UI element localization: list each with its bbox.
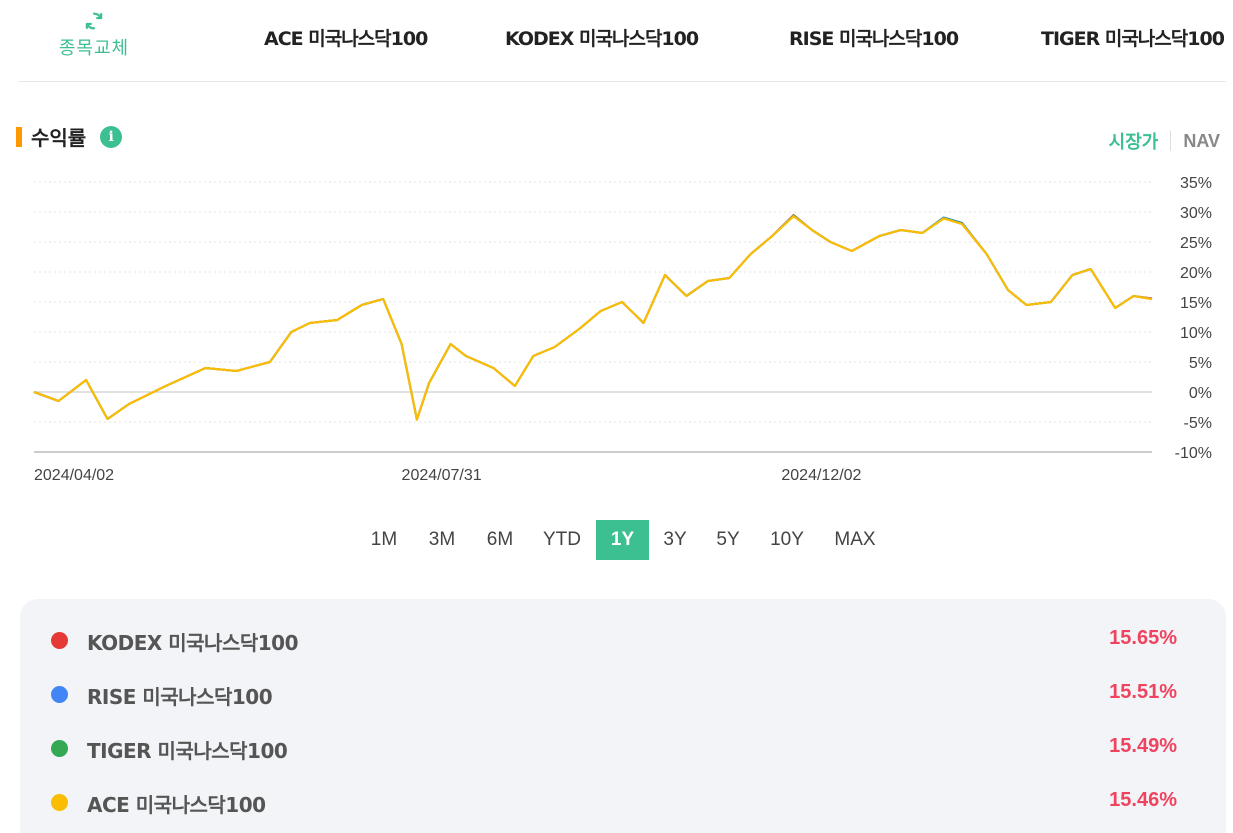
legend-return-value: 15.65% xyxy=(1109,627,1177,649)
swap-funds-label: 종목교체 xyxy=(58,38,130,59)
legend-item: ACE 미국나스닥100 15.46% xyxy=(20,787,1226,817)
series-line-4 xyxy=(33,215,1153,421)
period-ytd[interactable]: YTD xyxy=(543,529,581,550)
y-tick-label: 35% xyxy=(1180,175,1212,192)
y-tick-label: 0% xyxy=(1189,385,1212,402)
period-3m[interactable]: 3M xyxy=(428,529,456,550)
period-5y[interactable]: 5Y xyxy=(716,529,740,550)
fund-tab-rise[interactable]: RISE 미국나스닥100 xyxy=(789,28,959,50)
y-axis-ticks: 35% 30% 25% 20% 15% 10% 5% 0% -5% -10% xyxy=(1175,175,1212,462)
legend-return-value: 15.51% xyxy=(1109,681,1177,703)
legend-fund-name: RISE 미국나스닥100 xyxy=(87,685,273,709)
period-6m[interactable]: 6M xyxy=(486,529,514,550)
refresh-icon xyxy=(85,12,103,30)
legend-fund-name: KODEX 미국나스닥100 xyxy=(87,631,299,655)
fund-selector-bar: 종목교체 ACE 미국나스닥100 KODEX 미국나스닥100 RISE 미국… xyxy=(18,0,1226,82)
swap-funds-button[interactable]: 종목교체 xyxy=(54,10,134,60)
period-1y[interactable]: 1Y xyxy=(596,520,649,560)
period-1m[interactable]: 1M xyxy=(370,529,398,550)
y-tick-label: 15% xyxy=(1180,295,1212,312)
period-max[interactable]: MAX xyxy=(834,529,876,550)
section-accent-bar xyxy=(16,126,22,147)
fund-tab-ace[interactable]: ACE 미국나스닥100 xyxy=(264,28,428,50)
period-10y[interactable]: 10Y xyxy=(770,529,804,550)
y-tick-label: 20% xyxy=(1180,265,1212,282)
x-axis-ticks: 2024/04/02 2024/07/31 2024/12/02 xyxy=(34,467,862,484)
fund-tab-kodex[interactable]: KODEX 미국나스닥100 xyxy=(505,28,699,50)
info-icon[interactable]: i xyxy=(100,125,123,148)
legend-return-value: 15.46% xyxy=(1109,789,1177,811)
fund-tab-tiger[interactable]: TIGER 미국나스닥100 xyxy=(1041,28,1225,50)
legend-item: TIGER 미국나스닥100 15.49% xyxy=(20,733,1226,763)
returns-legend: KODEX 미국나스닥100 15.65% RISE 미국나스닥100 15.5… xyxy=(20,599,1226,833)
legend-item: RISE 미국나스닥100 15.51% xyxy=(20,679,1226,709)
legend-fund-name: ACE 미국나스닥100 xyxy=(87,793,266,817)
series-color-dot xyxy=(51,740,68,757)
y-tick-label: 30% xyxy=(1180,205,1212,222)
toggle-market-price[interactable]: 시장가 xyxy=(1108,132,1159,153)
legend-fund-name: TIGER 미국나스닥100 xyxy=(87,739,288,763)
returns-line-chart: 35% 30% 25% 20% 15% 10% 5% 0% -5% -10% 2024/04/02… xyxy=(33,175,1212,484)
legend-item: KODEX 미국나스닥100 15.65% xyxy=(20,625,1226,655)
y-tick-label: 25% xyxy=(1180,235,1212,252)
x-tick-label: 2024/12/02 xyxy=(781,467,861,484)
series-color-dot xyxy=(51,632,68,649)
x-tick-label: 2024/07/31 xyxy=(402,467,482,484)
x-tick-label: 2024/04/02 xyxy=(34,467,114,484)
returns-section-header: 수익률 i xyxy=(16,122,123,151)
y-tick-label: -5% xyxy=(1184,415,1212,432)
series-color-dot xyxy=(51,686,68,703)
y-tick-label: -10% xyxy=(1175,445,1212,462)
series-color-dot xyxy=(51,794,68,811)
price-type-toggle: 시장가 NAV xyxy=(1109,128,1220,154)
period-3y[interactable]: 3Y xyxy=(663,529,687,550)
chart-grid xyxy=(34,181,1152,453)
toggle-divider xyxy=(1170,131,1172,151)
section-title: 수익률 xyxy=(31,126,87,150)
y-tick-label: 10% xyxy=(1180,325,1212,342)
toggle-nav[interactable]: NAV xyxy=(1183,130,1220,151)
y-tick-label: 5% xyxy=(1189,355,1212,372)
period-selector: 1M 3M 6M YTD 1Y 3Y 5Y 10Y MAX xyxy=(0,520,1233,560)
chart-series xyxy=(33,214,1153,421)
legend-return-value: 15.49% xyxy=(1109,735,1177,757)
